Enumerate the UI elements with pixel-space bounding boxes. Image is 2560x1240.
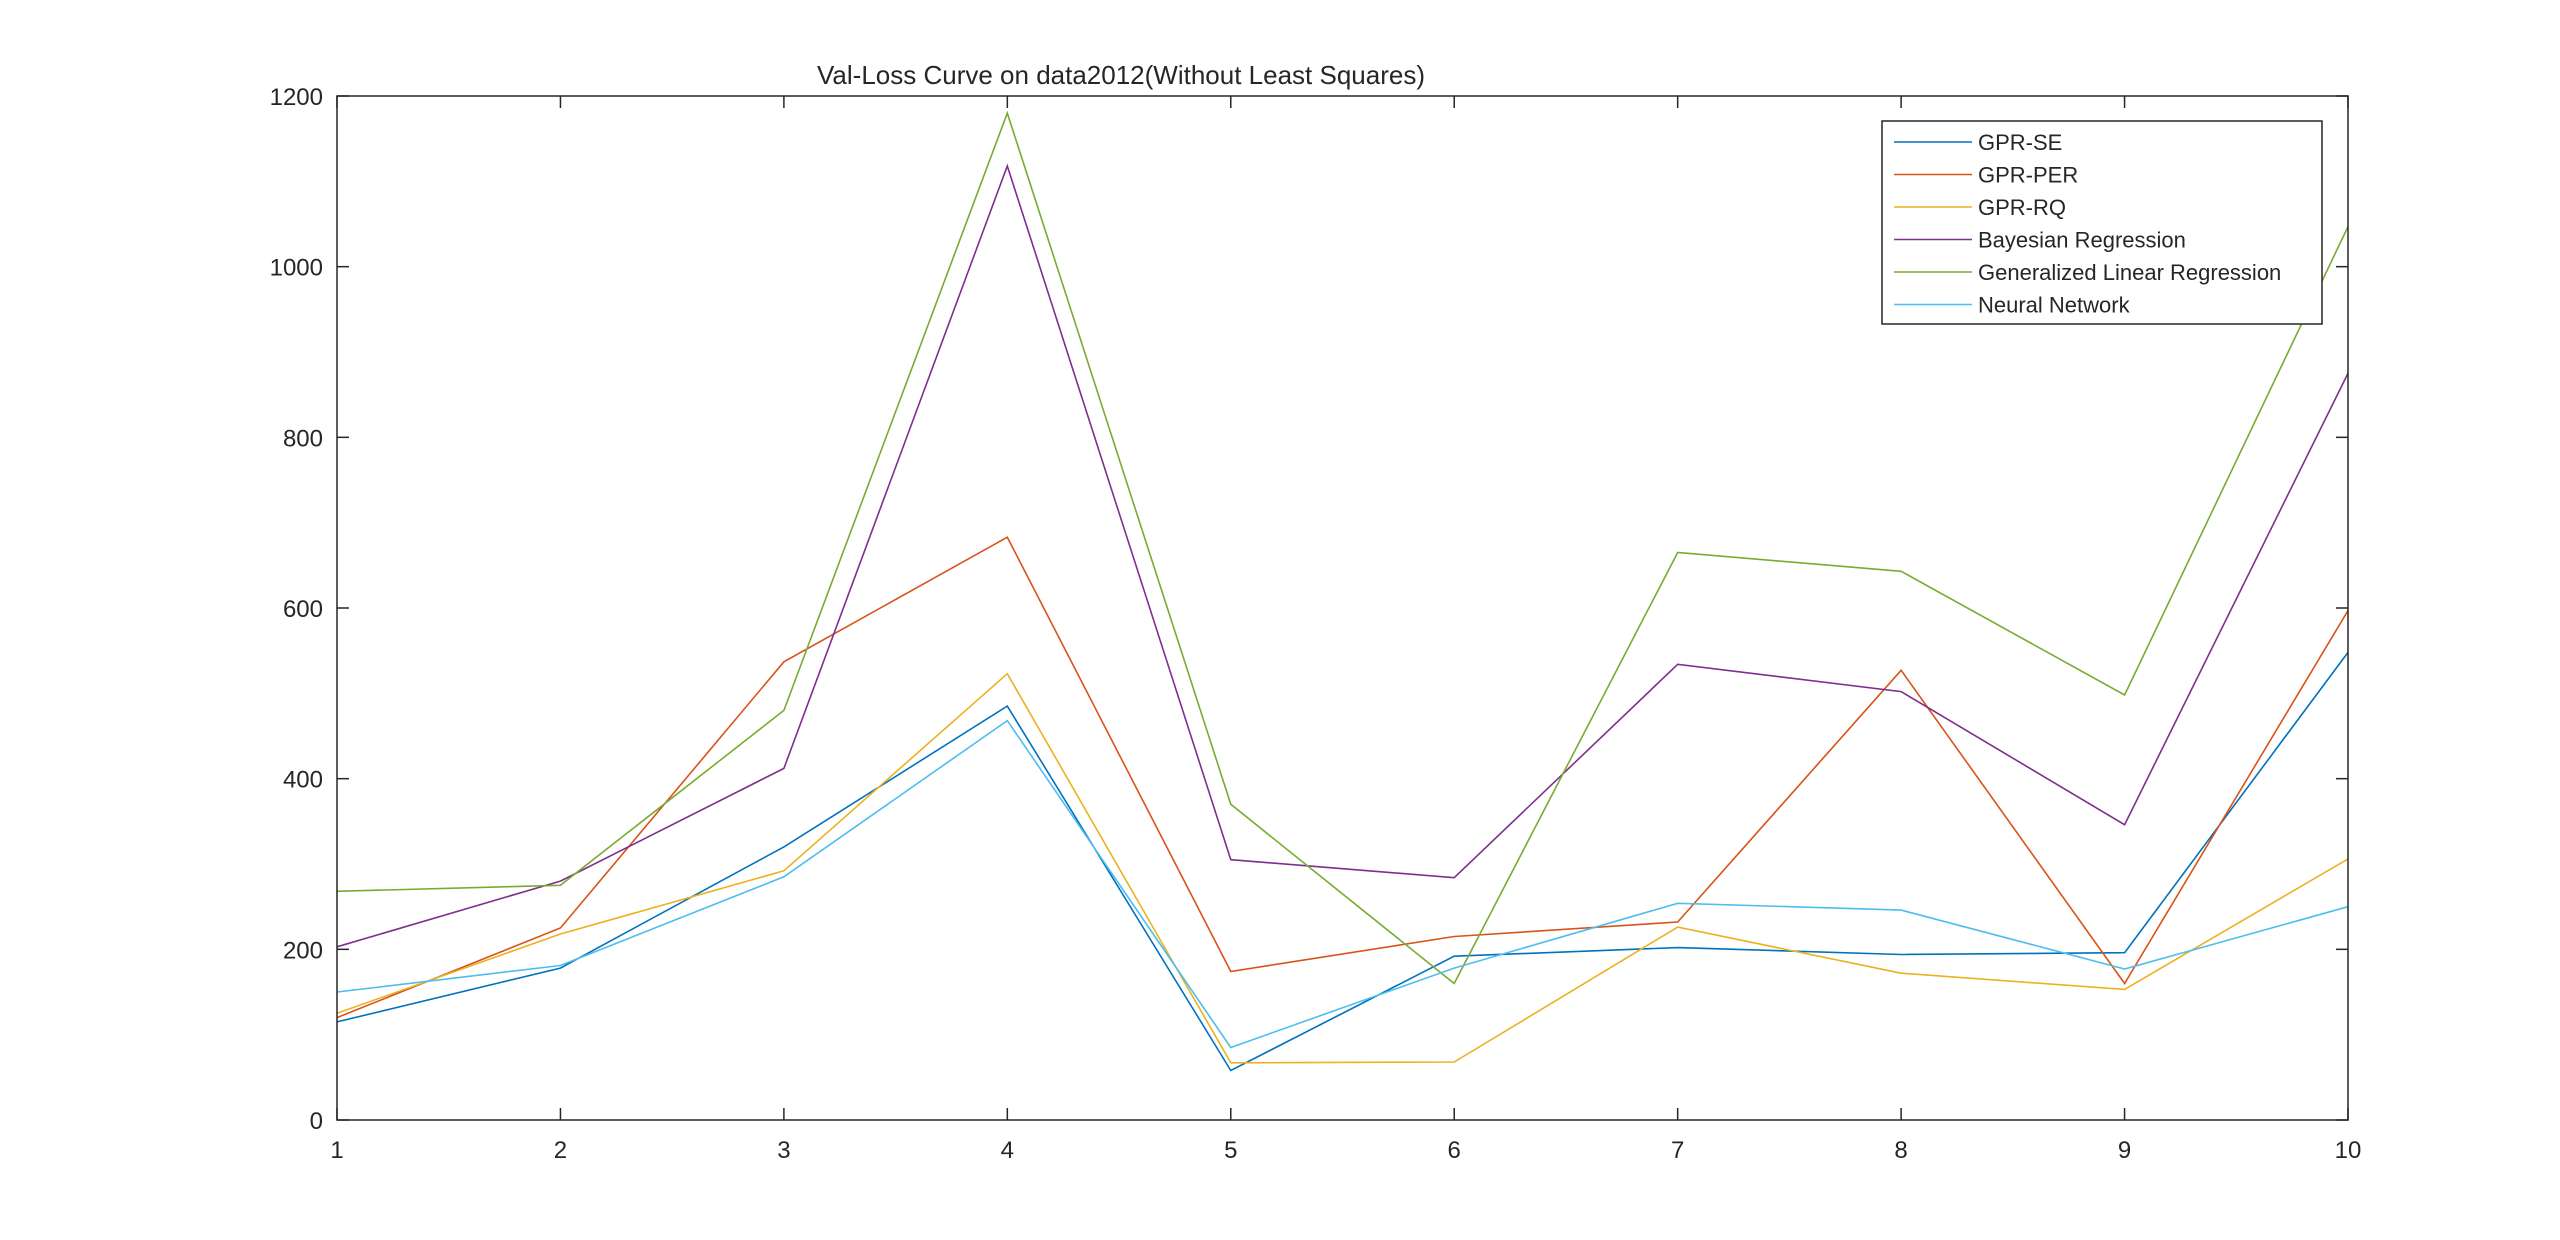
x-tick-label: 7 — [1671, 1137, 1684, 1164]
legend-box — [1881, 120, 2323, 325]
y-tick-label: 1000 — [270, 255, 323, 282]
legend-label: GPR-RQ — [1978, 195, 2066, 220]
x-tick-label: 9 — [2118, 1137, 2131, 1164]
series-line-neural-network — [336, 719, 2349, 1049]
x-tick-label: 2 — [554, 1137, 567, 1164]
legend: GPR-SE GPR-PER GPR-RQ Bayesian Regression Ge… — [1881, 120, 2323, 325]
chart-title: Val-Loss Curve on data2012(Without Least… — [817, 60, 1425, 90]
y-tick-label: 200 — [283, 937, 323, 964]
x-tick-label: 10 — [2335, 1137, 2362, 1164]
series-line-generalized-linear-regression — [336, 110, 2349, 985]
x-tick-label: 3 — [777, 1137, 790, 1164]
x-tick-label: 8 — [1894, 1137, 1907, 1164]
axes-box — [336, 95, 2349, 1121]
legend-label: Generalized Linear Regression — [1978, 260, 2281, 285]
series-line-gpr-se — [336, 651, 2349, 1072]
y-tick-label: 1200 — [270, 84, 323, 111]
legend-label: GPR-PER — [1978, 163, 2078, 188]
axis-ticks: 1 2 3 4 5 6 7 8 9 10 0 200 400 600 800 1000 1200 — [270, 84, 2362, 1164]
legend-label: GPR-SE — [1978, 130, 2062, 155]
series-line-gpr-rq — [336, 672, 2349, 1064]
y-tick-label: 600 — [283, 596, 323, 623]
plot-series — [336, 110, 2349, 1072]
x-tick-label: 6 — [1448, 1137, 1461, 1164]
y-tick-label: 0 — [310, 1108, 323, 1135]
x-tick-label: 1 — [330, 1137, 343, 1164]
legend-label: Neural Network — [1978, 293, 2131, 318]
legend-label: Bayesian Regression — [1978, 228, 2186, 253]
series-line-gpr-per — [336, 536, 2349, 1019]
series-line-bayesian-regression — [336, 163, 2349, 948]
x-tick-label: 5 — [1224, 1137, 1237, 1164]
y-tick-label: 800 — [283, 425, 323, 452]
x-tick-label: 4 — [1001, 1137, 1014, 1164]
y-tick-label: 400 — [283, 767, 323, 794]
